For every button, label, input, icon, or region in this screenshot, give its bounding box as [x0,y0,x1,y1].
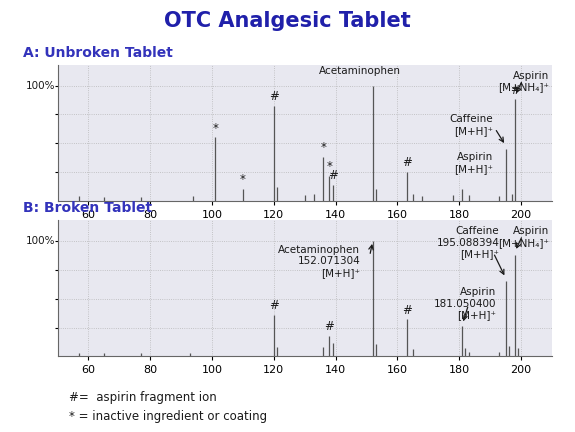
Text: Caffeine
[M+H]⁺: Caffeine [M+H]⁺ [450,114,493,136]
Text: OTC Analgesic Tablet: OTC Analgesic Tablet [164,11,411,31]
Text: *: * [212,121,218,135]
Text: #: # [328,169,338,182]
Text: #: # [402,156,412,169]
Text: #: # [324,320,335,333]
Text: Aspirin
181.050400
[M+H]⁺: Aspirin 181.050400 [M+H]⁺ [434,287,496,321]
Text: Aspirin
[M+NH₄]⁺: Aspirin [M+NH₄]⁺ [498,226,549,248]
Text: 100%: 100% [25,80,55,91]
Text: B: Broken Tablet: B: Broken Tablet [23,201,152,215]
Text: *: * [320,141,326,154]
Text: #: # [269,299,279,312]
Text: *: * [240,174,246,187]
Text: * = inactive ingredient or coating: * = inactive ingredient or coating [69,410,267,423]
Text: Acetaminophen: Acetaminophen [319,66,401,76]
Text: #=  aspirin fragment ion: #= aspirin fragment ion [69,391,217,404]
Text: Aspirin
[M+NH₄]⁺: Aspirin [M+NH₄]⁺ [498,70,549,92]
Text: #: # [402,304,412,317]
Text: Caffeine
195.088394
[M+H]⁺: Caffeine 195.088394 [M+H]⁺ [436,226,500,259]
Text: Aspirin
[M+H]⁺: Aspirin [M+H]⁺ [454,152,493,174]
Text: #: # [269,90,279,103]
Text: *: * [327,160,332,173]
Text: A: Unbroken Tablet: A: Unbroken Tablet [23,46,173,60]
Text: Acetaminophen
152.071304
[M+H]⁺: Acetaminophen 152.071304 [M+H]⁺ [278,245,361,278]
Text: 100%: 100% [25,236,55,246]
Text: #: # [510,83,520,96]
